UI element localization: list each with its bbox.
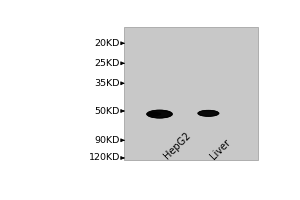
Ellipse shape <box>149 111 170 117</box>
Ellipse shape <box>148 111 171 118</box>
Text: 50KD: 50KD <box>95 107 120 116</box>
Ellipse shape <box>146 112 161 116</box>
Ellipse shape <box>199 110 218 116</box>
Ellipse shape <box>200 111 217 116</box>
Text: Liver: Liver <box>208 137 232 161</box>
Ellipse shape <box>198 110 219 117</box>
Ellipse shape <box>147 110 172 118</box>
Ellipse shape <box>198 110 219 117</box>
Ellipse shape <box>150 111 169 117</box>
Text: 35KD: 35KD <box>94 79 120 88</box>
Ellipse shape <box>149 111 170 117</box>
Ellipse shape <box>198 110 219 116</box>
Ellipse shape <box>200 111 216 115</box>
Ellipse shape <box>197 110 219 117</box>
Ellipse shape <box>148 111 171 117</box>
Ellipse shape <box>200 111 217 115</box>
Ellipse shape <box>200 111 217 116</box>
Ellipse shape <box>146 110 173 119</box>
Ellipse shape <box>148 110 171 118</box>
Ellipse shape <box>150 112 169 116</box>
Ellipse shape <box>147 110 172 118</box>
Bar <box>124 27 258 160</box>
Ellipse shape <box>201 112 216 115</box>
Text: 20KD: 20KD <box>95 39 120 48</box>
Text: HepG2: HepG2 <box>162 130 193 161</box>
Text: 25KD: 25KD <box>95 59 120 68</box>
Ellipse shape <box>198 110 218 116</box>
Ellipse shape <box>147 110 172 118</box>
Ellipse shape <box>199 111 218 116</box>
Ellipse shape <box>150 112 169 117</box>
Ellipse shape <box>149 111 170 117</box>
Ellipse shape <box>200 111 217 116</box>
Text: 120KD: 120KD <box>89 153 120 162</box>
Text: 90KD: 90KD <box>95 136 120 145</box>
Ellipse shape <box>146 110 172 118</box>
Ellipse shape <box>199 111 218 116</box>
